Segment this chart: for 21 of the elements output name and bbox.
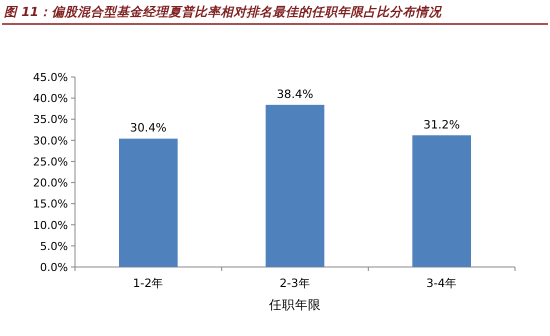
chart-title: 图 11：偏股混合型基金经理夏普比率相对排名最佳的任职年限占比分布情况 (4, 4, 443, 19)
y-tick-label: 10.0% (33, 218, 68, 232)
x-tick-label: 2-3年 (280, 276, 310, 290)
y-tick-label: 20.0% (33, 176, 68, 190)
data-label: 31.2% (423, 117, 460, 132)
x-tick-label: 3-4年 (426, 276, 458, 290)
bar (266, 104, 324, 267)
bar (119, 138, 178, 267)
x-axis-title: 任职年限 (268, 297, 321, 312)
y-tick-label: 30.0% (33, 134, 68, 148)
data-label: 38.4% (276, 86, 314, 101)
y-tick-label: 35.0% (33, 113, 68, 126)
x-tick-label: 1-2年 (132, 276, 164, 290)
bar (412, 135, 471, 267)
y-tick-label: 15.0% (33, 198, 68, 211)
y-tick-label: 25.0% (33, 155, 68, 168)
y-tick-label: 5.0% (40, 240, 68, 253)
y-tick-label: 40.0% (33, 92, 68, 106)
data-label: 30.4% (130, 120, 167, 135)
y-tick-label: 0.0% (40, 261, 68, 274)
y-tick-label: 45.0% (33, 71, 68, 84)
